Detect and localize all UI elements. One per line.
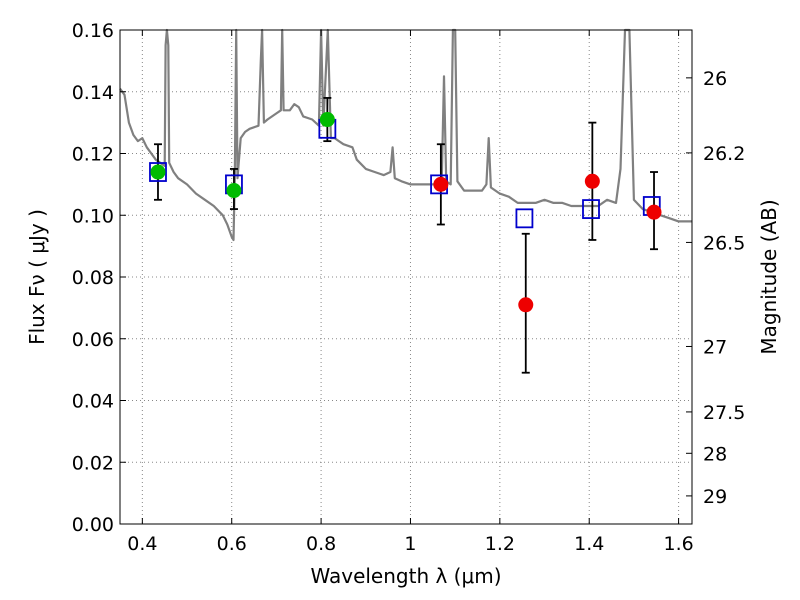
y-tick-label: 0.02 (72, 452, 114, 474)
x-tick-label: 1.4 (574, 533, 604, 555)
y-tick-label: 0.14 (72, 82, 114, 104)
y-tick-label: 0.00 (72, 514, 114, 536)
green-data-point (319, 112, 335, 128)
plot-frame (119, 29, 693, 525)
model-box-marker (515, 208, 534, 229)
x-tick-label: 1.6 (663, 533, 693, 555)
grid-lines (120, 29, 692, 525)
x-tick-label: 0.4 (127, 533, 157, 555)
model-spectrum-line (119, 28, 692, 242)
red-data-point (518, 297, 534, 313)
y-tick-label: 0.16 (72, 20, 114, 42)
y-tick-label: 0.08 (72, 267, 114, 289)
y2-tick-label: 29 (703, 486, 727, 508)
x-tick-label: 1 (404, 533, 416, 555)
model-spectrum-layer (119, 28, 692, 242)
model-box-marker (582, 199, 600, 219)
green-data-point (226, 183, 242, 199)
y2-tick-label: 28 (703, 443, 727, 465)
y2-axis-ticks: 26 26.2 26.5 27 27.5 28 29 (686, 68, 745, 508)
x-axis-ticks: 0.4 0.6 0.8 1 1.2 1.4 1.6 (127, 30, 694, 555)
x-axis-label: Wavelength λ (μm) (310, 564, 501, 588)
y-tick-label: 0.12 (72, 144, 114, 166)
red-data-point (646, 204, 662, 220)
x-tick-label: 1.2 (485, 533, 515, 555)
y2-tick-label: 27 (703, 336, 727, 358)
y-tick-label: 0.04 (72, 391, 114, 413)
green-data-point (150, 164, 166, 180)
model-box-marker (149, 162, 167, 182)
y2-tick-label: 27.5 (703, 402, 745, 424)
red-data-point (433, 176, 449, 192)
y2-tick-label: 26.5 (703, 232, 745, 254)
y2-tick-label: 26 (703, 68, 727, 90)
y-axis-ticks: 0.00 0.02 0.04 0.06 0.08 0.10 0.12 0.14 0.16 (72, 20, 126, 536)
marker-layer (149, 97, 662, 374)
y2-tick-label: 26.2 (703, 143, 745, 165)
y2-axis-label: Magnitude (AB) (757, 199, 781, 354)
y-axis-label: Flux Fν ( μJy ) (25, 209, 49, 345)
x-tick-label: 0.6 (217, 533, 247, 555)
x-tick-label: 0.8 (306, 533, 336, 555)
red-data-point (584, 173, 600, 189)
y-tick-label: 0.06 (72, 329, 114, 351)
y-tick-label: 0.10 (72, 205, 114, 227)
